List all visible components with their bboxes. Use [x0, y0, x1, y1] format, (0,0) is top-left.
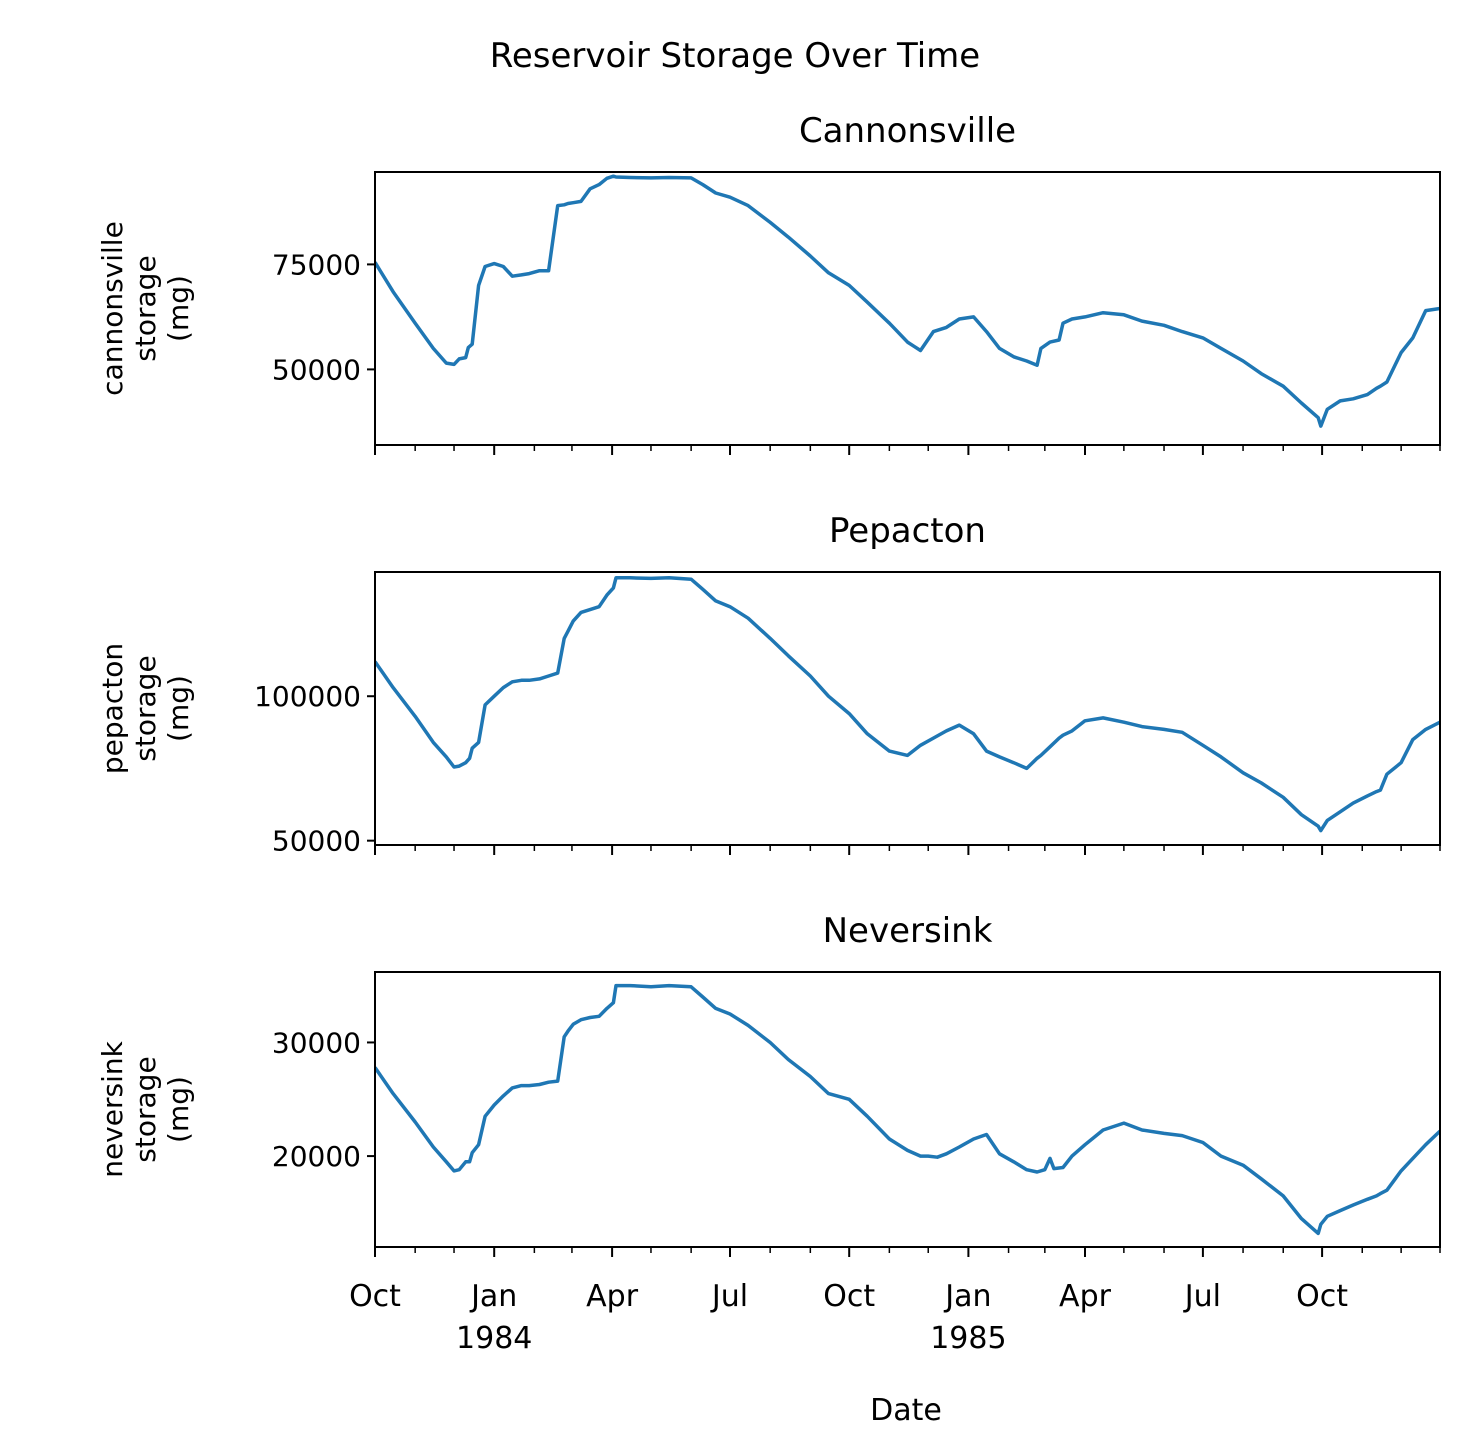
- series-line: [375, 983, 1440, 1236]
- x-tick-label: Oct: [349, 1279, 401, 1314]
- x-tick-label: Jul: [1183, 1279, 1221, 1314]
- x-tick-label: Jan: [469, 1279, 517, 1314]
- y-axis-label-line: (mg): [162, 675, 195, 742]
- y-axis-label: cannonsvillestorage(mg): [96, 221, 195, 396]
- subplot-neversink: Neversink 20000 30000 neversinkstorage(mg) O…: [96, 911, 1441, 1356]
- subplot-title: Pepacton: [829, 511, 986, 551]
- x-tick-label: Oct: [823, 1279, 875, 1314]
- series-line: [375, 174, 1440, 428]
- axes-frame: [374, 971, 1441, 1248]
- y-tick-label: 100000: [254, 680, 361, 713]
- y-tick-label: 50000: [272, 825, 361, 858]
- y-axis-label-line: pepacton: [96, 643, 129, 774]
- y-tick-label: 30000: [272, 1026, 361, 1059]
- y-axis-label-line: (mg): [162, 275, 195, 342]
- subplot-pepacton: Pepacton 50000 100000 pepactonstorage(mg): [96, 511, 1441, 858]
- subplot-cannonsville: Cannonsville 50000 75000 cannonsvillestorag…: [96, 111, 1441, 455]
- subplot-title: Neversink: [823, 911, 993, 951]
- y-axis-label-line: neversink: [96, 1040, 129, 1177]
- series-line: [375, 576, 1440, 833]
- axes-frame: [374, 571, 1441, 846]
- y-axis-label: pepactonstorage(mg): [96, 643, 195, 774]
- x-tick-year-label: 1984: [456, 1321, 532, 1356]
- y-axis-label-line: cannonsville: [96, 221, 129, 396]
- x-tick-label: Apr: [586, 1279, 639, 1314]
- x-tick-label: Jul: [710, 1279, 748, 1314]
- y-tick-label: 75000: [272, 248, 361, 281]
- figure-title: Reservoir Storage Over Time: [490, 36, 980, 76]
- y-axis-label: neversinkstorage(mg): [96, 1040, 195, 1177]
- x-tick-label: Jan: [943, 1279, 991, 1314]
- x-tick-label: Oct: [1296, 1279, 1348, 1314]
- subplot-title: Cannonsville: [799, 111, 1016, 151]
- y-axis-label-line: (mg): [162, 1076, 195, 1143]
- x-tick-label: Apr: [1059, 1279, 1112, 1314]
- x-axis-label: Date: [870, 1393, 942, 1428]
- y-tick-label: 50000: [272, 353, 361, 386]
- subplot-grid: Cannonsville5000075000cannonsvillestorag…: [96, 111, 1441, 1356]
- x-tick-year-label: 1985: [930, 1321, 1006, 1356]
- axes-frame: [374, 171, 1441, 446]
- y-axis-label-line: storage: [129, 1056, 162, 1162]
- y-tick-label: 20000: [272, 1140, 361, 1173]
- y-axis-label-line: storage: [129, 655, 162, 761]
- y-axis-label-line: storage: [129, 255, 162, 361]
